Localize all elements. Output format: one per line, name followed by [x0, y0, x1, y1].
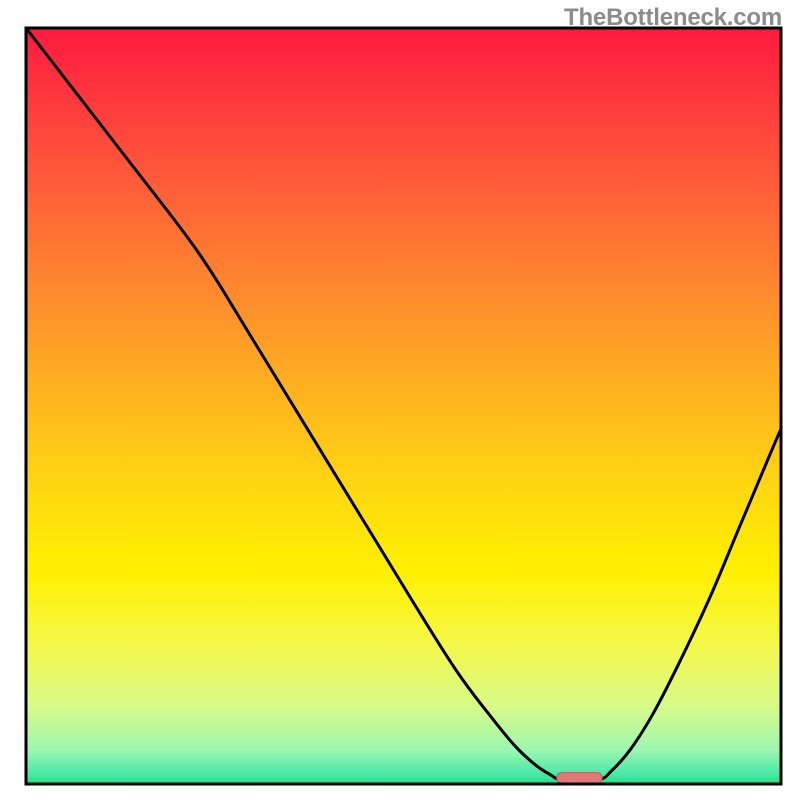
gradient-background: [26, 28, 781, 784]
plot-area: [26, 28, 781, 784]
chart-container: { "watermark": { "text": "TheBottleneck.…: [0, 0, 800, 800]
watermark-text: TheBottleneck.com: [564, 4, 782, 32]
chart-svg: [0, 0, 800, 800]
optimal-marker: [557, 773, 602, 784]
